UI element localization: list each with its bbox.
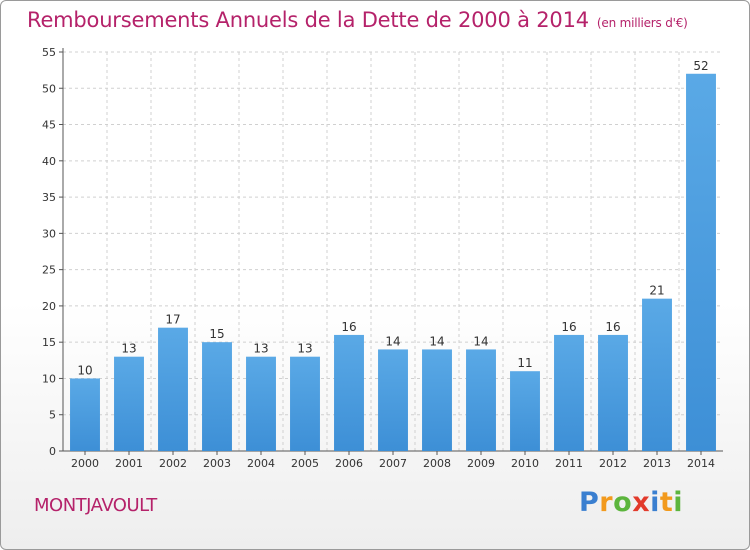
logo-letter: P [579, 487, 600, 518]
value-label-2003: 15 [209, 327, 224, 341]
chart-title-text: Remboursements Annuels de la Dette de 20… [27, 8, 589, 32]
x-tick-label-2006: 2006 [335, 457, 363, 470]
logo-letter: i [673, 487, 684, 518]
x-tick-label-2009: 2009 [467, 457, 495, 470]
x-tick-label-2008: 2008 [423, 457, 451, 470]
value-label-2009: 14 [473, 334, 488, 348]
y-tick-label: 45 [42, 119, 56, 132]
chart-unit: (en milliers d'€) [596, 16, 688, 30]
bar-2008 [422, 349, 452, 451]
bar-2011 [554, 334, 584, 451]
bars [70, 73, 716, 451]
logo-letter: o [613, 487, 633, 518]
value-label-2005: 13 [297, 342, 312, 356]
x-tick-label-2003: 2003 [203, 457, 231, 470]
bar-2004 [246, 356, 276, 451]
x-tick-label-2004: 2004 [247, 457, 275, 470]
bar-2005 [290, 356, 320, 451]
value-label-2012: 16 [605, 320, 620, 334]
bar-2009 [466, 349, 496, 451]
bar-2003 [202, 342, 232, 451]
value-label-2000: 10 [77, 363, 92, 377]
bar-2007 [378, 349, 408, 451]
value-label-2007: 14 [385, 334, 400, 348]
value-label-2004: 13 [253, 342, 268, 356]
bar-2014 [686, 73, 716, 451]
proxiti-logo: Proxiti [579, 487, 683, 518]
logo-letter: x [632, 487, 651, 518]
value-label-2001: 13 [121, 342, 136, 356]
bar-2012 [598, 334, 628, 451]
x-tick-label-2005: 2005 [291, 457, 319, 470]
logo-letter: i [650, 487, 660, 518]
value-label-2002: 17 [165, 313, 180, 327]
y-tick-label: 40 [42, 155, 56, 168]
x-tick-label-2000: 2000 [71, 457, 99, 470]
value-label-2011: 16 [561, 320, 576, 334]
bar-2002 [158, 327, 188, 451]
x-tick-label-2002: 2002 [159, 457, 187, 470]
logo-letter: r [599, 487, 614, 518]
bar-2006 [334, 334, 364, 451]
value-label-2006: 16 [341, 320, 356, 334]
chart-title: Remboursements Annuels de la Dette de 20… [27, 8, 688, 32]
bar-2010 [510, 371, 540, 451]
y-tick-label: 55 [42, 46, 56, 59]
y-tick-label: 15 [42, 336, 56, 349]
y-tick-label: 20 [42, 300, 56, 313]
labels: 0 5 10 15 20 25 30 35 40 45 50 55 10 2000 13 2001 17 2002… [42, 46, 715, 470]
value-label-2013: 21 [649, 284, 664, 298]
y-tick-label: 0 [49, 445, 56, 458]
bar-2001 [114, 356, 144, 451]
y-tick-label: 50 [42, 82, 56, 95]
value-label-2008: 14 [429, 334, 444, 348]
y-tick-label: 25 [42, 264, 56, 277]
bar-2013 [642, 298, 672, 451]
y-tick-label: 30 [42, 227, 56, 240]
y-tick-label: 5 [49, 409, 56, 422]
logo-letter: t [659, 487, 674, 518]
y-tick-label: 35 [42, 191, 56, 204]
x-tick-label-2012: 2012 [599, 457, 627, 470]
x-tick-label-2001: 2001 [115, 457, 143, 470]
value-label-2014: 52 [693, 59, 708, 73]
x-tick-label-2014: 2014 [687, 457, 715, 470]
bar-2000 [70, 378, 100, 451]
y-tick-label: 10 [42, 372, 56, 385]
x-tick-label-2013: 2013 [643, 457, 671, 470]
x-tick-label-2011: 2011 [555, 457, 583, 470]
x-tick-label-2010: 2010 [511, 457, 539, 470]
value-label-2010: 11 [517, 356, 532, 370]
commune-name: MONTJAVOULT [34, 495, 157, 516]
x-tick-label-2007: 2007 [379, 457, 407, 470]
